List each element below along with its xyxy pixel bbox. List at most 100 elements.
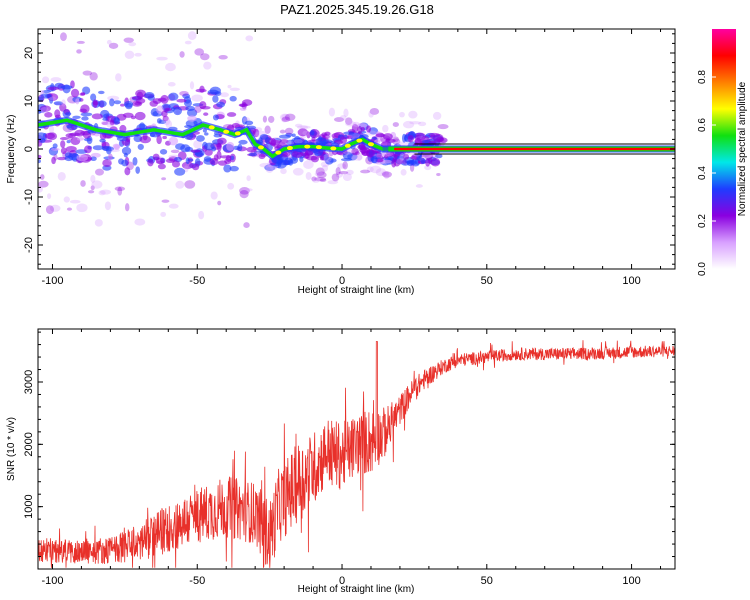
colorbar-ticks: 0.0 0.2 0.4 0.6 0.8 (697, 70, 716, 276)
spectrogram-blob (184, 180, 196, 189)
spectrogram-blob (424, 164, 432, 171)
x-tick-label: -100 (41, 575, 63, 587)
spectrogram-blob (259, 134, 269, 140)
spectrogram-blob (187, 31, 197, 41)
spectrogram-blob (407, 134, 414, 143)
spectrogram-blob (50, 147, 60, 151)
spectrogram-blob (393, 155, 398, 163)
figure-title: PAZ1.2025.345.19.26.G18 (280, 2, 434, 17)
spectrogram-blob (335, 167, 341, 175)
y-tick-label: -10 (23, 189, 35, 205)
spectrogram-blob (191, 163, 200, 171)
spectrogram-blob (190, 149, 201, 153)
spectrogram-blob (147, 158, 154, 167)
spectrogram-blob (238, 139, 248, 145)
spectrogram-blob (225, 155, 232, 162)
spectrogram-blob (324, 156, 334, 165)
spectrogram-blob (207, 89, 219, 95)
spectrogram-blob (396, 159, 404, 165)
spectrogram-xlabel: Height of straight line (km) (298, 285, 415, 296)
spectrogram-blob (113, 100, 122, 105)
y-tick-label: 1000 (23, 494, 35, 518)
spectrogram-blob (101, 120, 110, 126)
spectrogram-blob (216, 142, 222, 152)
colorbar-tick-label: 0.8 (697, 70, 708, 84)
spectrogram-blob (264, 164, 276, 172)
spectrogram-blob (168, 203, 179, 209)
spectrogram-blob (108, 153, 113, 160)
y-tick-label: 10 (23, 95, 35, 107)
spectrogram-blob (98, 190, 106, 196)
spectrogram-blob (213, 133, 222, 138)
spectrogram-blob (402, 120, 415, 129)
y-tick-label: 20 (23, 47, 35, 59)
spectrogram-blob (415, 184, 423, 188)
spectrogram-blob (40, 174, 45, 180)
spectrogram-blob (76, 40, 85, 44)
spectrogram-blob (239, 186, 250, 195)
spectrogram-blob (66, 139, 71, 144)
spectrogram-blob (137, 143, 144, 151)
spectrogram-blob (179, 51, 185, 58)
spectrogram-blob (337, 163, 347, 169)
spectrogram-blob (60, 32, 67, 42)
spectrogram-blob (69, 199, 81, 204)
x-tick-label: 100 (622, 575, 640, 587)
spectrogram-blob (156, 135, 162, 145)
spectrogram-blob (51, 156, 56, 165)
spectrogram-blob (406, 160, 414, 167)
spectrogram-blob (176, 98, 187, 103)
spectrogram-blob (198, 210, 205, 220)
spectrogram-blob (65, 133, 77, 138)
spectrogram-blob (38, 180, 49, 188)
snr-series-line (38, 340, 675, 568)
spectrogram-blob (76, 49, 82, 54)
spectrogram-blob (331, 173, 340, 182)
spectrogram-blob (90, 174, 96, 183)
spectrogram-blob (134, 218, 146, 226)
spectrogram-blob (383, 171, 390, 179)
spectrogram-blob (160, 94, 169, 104)
spectrogram-blob (299, 125, 311, 129)
spectrogram-blob (401, 133, 407, 143)
spectrogram-blob (305, 171, 312, 180)
spectrogram-blob (203, 112, 209, 116)
spectrogram-blob (162, 135, 167, 140)
spectrogram-blob (399, 111, 405, 118)
spectrogram-blob (48, 125, 55, 134)
spectrogram-blob (75, 98, 80, 105)
spectrogram-blob (164, 107, 172, 112)
spectrogram-blob (383, 154, 389, 159)
spectrogram-blob (91, 180, 103, 189)
x-tick-label: 100 (622, 275, 640, 287)
spectrogram-blob (184, 40, 192, 45)
spectrogram-blob (259, 162, 272, 168)
spectrogram-blob (315, 167, 325, 176)
spectrogram-blob (72, 115, 81, 119)
spectrogram-blob (311, 136, 316, 142)
spectrogram-blob (435, 153, 443, 159)
spectrogram-blob (81, 116, 89, 121)
spectrogram-blob (80, 104, 90, 114)
spectrogram-hotspot (286, 146, 293, 151)
spectrogram-hotspot (223, 129, 230, 134)
spectrogram-blob (366, 125, 372, 133)
spectrogram-blob (191, 94, 203, 102)
x-tick-label: -100 (41, 275, 63, 287)
x-tick-label: 0 (339, 275, 345, 287)
spectrogram-hotspot (344, 143, 351, 148)
spectrogram-hotspot (275, 150, 282, 155)
spectrogram-blob (39, 105, 51, 112)
spectrogram-blob (194, 48, 205, 56)
spectrogram-blob (204, 148, 213, 156)
spectrogram-blob (47, 86, 60, 91)
spectrogram-blob (189, 81, 195, 90)
spectrogram-blob (293, 139, 303, 144)
spectrogram-blob (246, 146, 257, 153)
spectrogram-blob (99, 138, 106, 143)
spectrogram-blob (134, 111, 146, 121)
spectrogram-blob (90, 156, 97, 161)
spectrogram-blob (38, 132, 47, 141)
spectrogram-blob (120, 103, 125, 107)
spectrogram-blob (170, 107, 176, 111)
